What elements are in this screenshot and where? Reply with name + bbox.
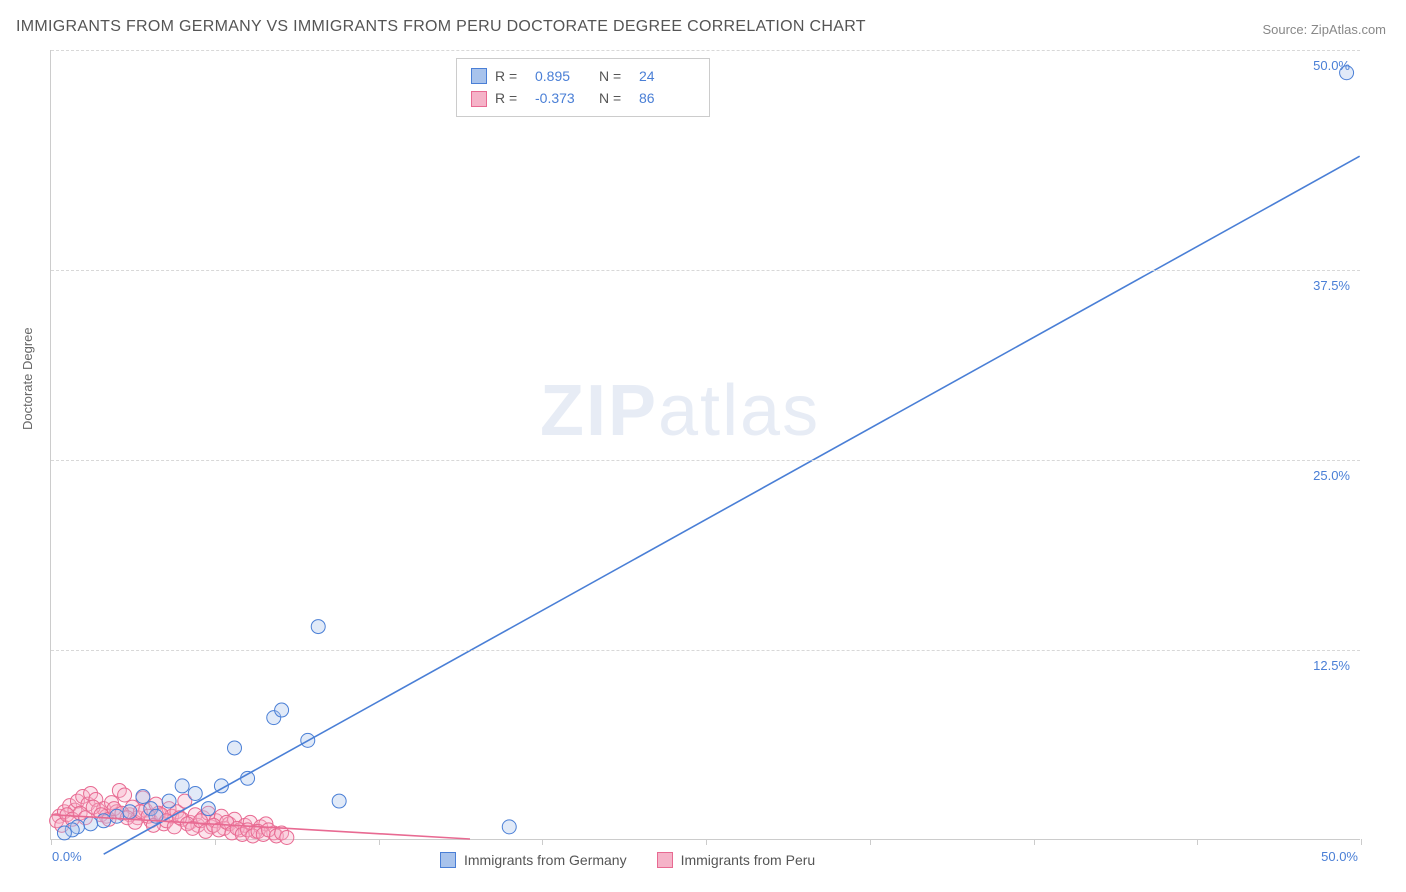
r-label: R = [495,87,527,109]
x-tick-min: 0.0% [52,849,82,864]
legend-swatch-peru [471,91,487,107]
legend-label-peru: Immigrants from Peru [681,852,816,868]
grid-line [51,270,1360,271]
grid-line [51,460,1360,461]
n-value-peru: 86 [639,87,695,109]
regression-line [104,156,1360,854]
source-attribution: Source: ZipAtlas.com [1262,22,1386,37]
data-point [110,809,124,823]
data-point [162,794,176,808]
legend-stats-row-1: R = -0.373 N = 86 [471,87,695,109]
x-axis-tick [379,839,380,845]
data-point [332,794,346,808]
x-axis-tick [51,839,52,845]
data-point [84,817,98,831]
data-point [57,826,71,840]
legend-item-germany: Immigrants from Germany [440,852,627,868]
y-tick-label: 50.0% [1313,58,1350,73]
data-point [118,788,132,802]
r-label: R = [495,65,527,87]
x-axis-tick [1197,839,1198,845]
y-axis-label: Doctorate Degree [20,327,35,430]
n-value-germany: 24 [639,65,695,87]
x-tick-max: 50.0% [1321,849,1358,864]
data-point [311,620,325,634]
data-point [175,779,189,793]
legend-swatch-germany [471,68,487,84]
n-label: N = [599,65,631,87]
legend-item-peru: Immigrants from Peru [657,852,816,868]
x-axis-tick [870,839,871,845]
x-axis-tick [1034,839,1035,845]
y-tick-label: 12.5% [1313,658,1350,673]
data-point [123,805,137,819]
y-tick-label: 25.0% [1313,468,1350,483]
data-point [228,741,242,755]
data-point [502,820,516,834]
data-point [201,802,215,816]
legend-label-germany: Immigrants from Germany [464,852,627,868]
legend-swatch-germany-2 [440,852,456,868]
data-point [188,786,202,800]
n-label: N = [599,87,631,109]
data-point [275,703,289,717]
grid-line [51,650,1360,651]
legend-stats: R = 0.895 N = 24 R = -0.373 N = 86 [456,58,710,117]
r-value-peru: -0.373 [535,87,591,109]
r-value-germany: 0.895 [535,65,591,87]
grid-line [51,50,1360,51]
data-point [280,830,294,844]
legend-series: Immigrants from Germany Immigrants from … [440,852,815,868]
data-point [136,790,150,804]
x-axis-tick [542,839,543,845]
legend-swatch-peru-2 [657,852,673,868]
data-point [97,814,111,828]
chart-svg [51,50,1360,839]
legend-stats-row-0: R = 0.895 N = 24 [471,65,695,87]
x-axis-tick [215,839,216,845]
y-tick-label: 37.5% [1313,278,1350,293]
x-axis-tick [1361,839,1362,845]
plot-area: R = 0.895 N = 24 R = -0.373 N = 86 12.5%… [50,50,1360,840]
chart-title: IMMIGRANTS FROM GERMANY VS IMMIGRANTS FR… [16,18,866,36]
x-axis-tick [706,839,707,845]
